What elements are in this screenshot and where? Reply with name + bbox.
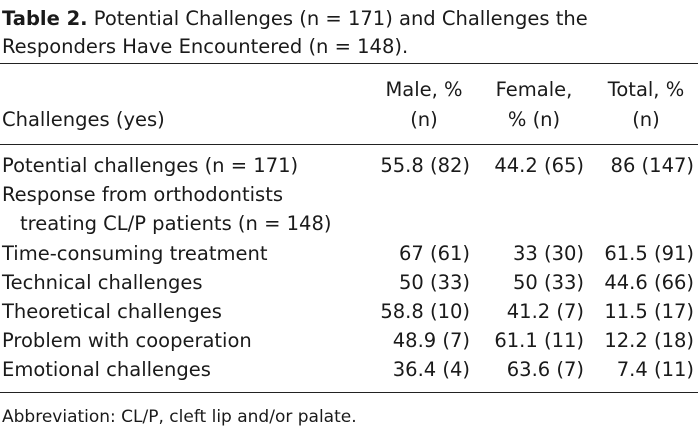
header-rule — [0, 144, 698, 145]
row-total: 61.5 (91) — [604, 242, 694, 265]
table-label: Table 2. — [2, 7, 88, 30]
header-female-line1: Female, — [495, 78, 573, 101]
row-male: 58.8 (10) — [380, 300, 470, 323]
row-label: Technical challenges — [2, 271, 203, 294]
row-total: 7.4 (11) — [616, 358, 694, 381]
row-label: Response from orthodontists — [2, 183, 284, 206]
header-total-line2: (n) — [632, 108, 660, 131]
top-rule — [0, 63, 698, 64]
row-female: 33 (30) — [512, 242, 584, 265]
row-male: 48.9 (7) — [392, 329, 470, 352]
row-female: 44.2 (65) — [494, 154, 584, 177]
table-footnote: Abbreviation: CL/P, cleft lip and/or pal… — [2, 407, 357, 427]
row-label: Time-consuming treatment — [2, 242, 268, 265]
row-male: 67 (61) — [398, 242, 470, 265]
row-male: 50 (33) — [398, 271, 470, 294]
header-male-line1: Male, % — [385, 78, 463, 101]
header-male-line2: (n) — [410, 108, 438, 131]
row-label: Emotional challenges — [2, 358, 211, 381]
row-total: 86 (147) — [610, 154, 694, 177]
row-label-continued: treating CL/P patients (n = 148) — [20, 212, 332, 235]
row-female: 63.6 (7) — [506, 358, 584, 381]
header-female-line2: % (n) — [507, 108, 561, 131]
row-total: 12.2 (18) — [604, 329, 694, 352]
header-challenges: Challenges (yes) — [2, 108, 165, 131]
row-female: 61.1 (11) — [494, 329, 584, 352]
row-male: 36.4 (4) — [392, 358, 470, 381]
row-label: Problem with cooperation — [2, 329, 252, 352]
table-title: Potential Challenges (n = 171) and Chall… — [2, 7, 588, 58]
row-total: 11.5 (17) — [604, 300, 694, 323]
row-female: 50 (33) — [512, 271, 584, 294]
bottom-rule — [0, 392, 698, 393]
row-female: 41.2 (7) — [506, 300, 584, 323]
table-caption: Table 2. Potential Challenges (n = 171) … — [2, 5, 692, 61]
row-label: Theoretical challenges — [2, 300, 222, 323]
row-label: Potential challenges (n = 171) — [2, 154, 299, 177]
row-male: 55.8 (82) — [380, 154, 470, 177]
row-total: 44.6 (66) — [604, 271, 694, 294]
header-total-line1: Total, % — [607, 78, 685, 101]
